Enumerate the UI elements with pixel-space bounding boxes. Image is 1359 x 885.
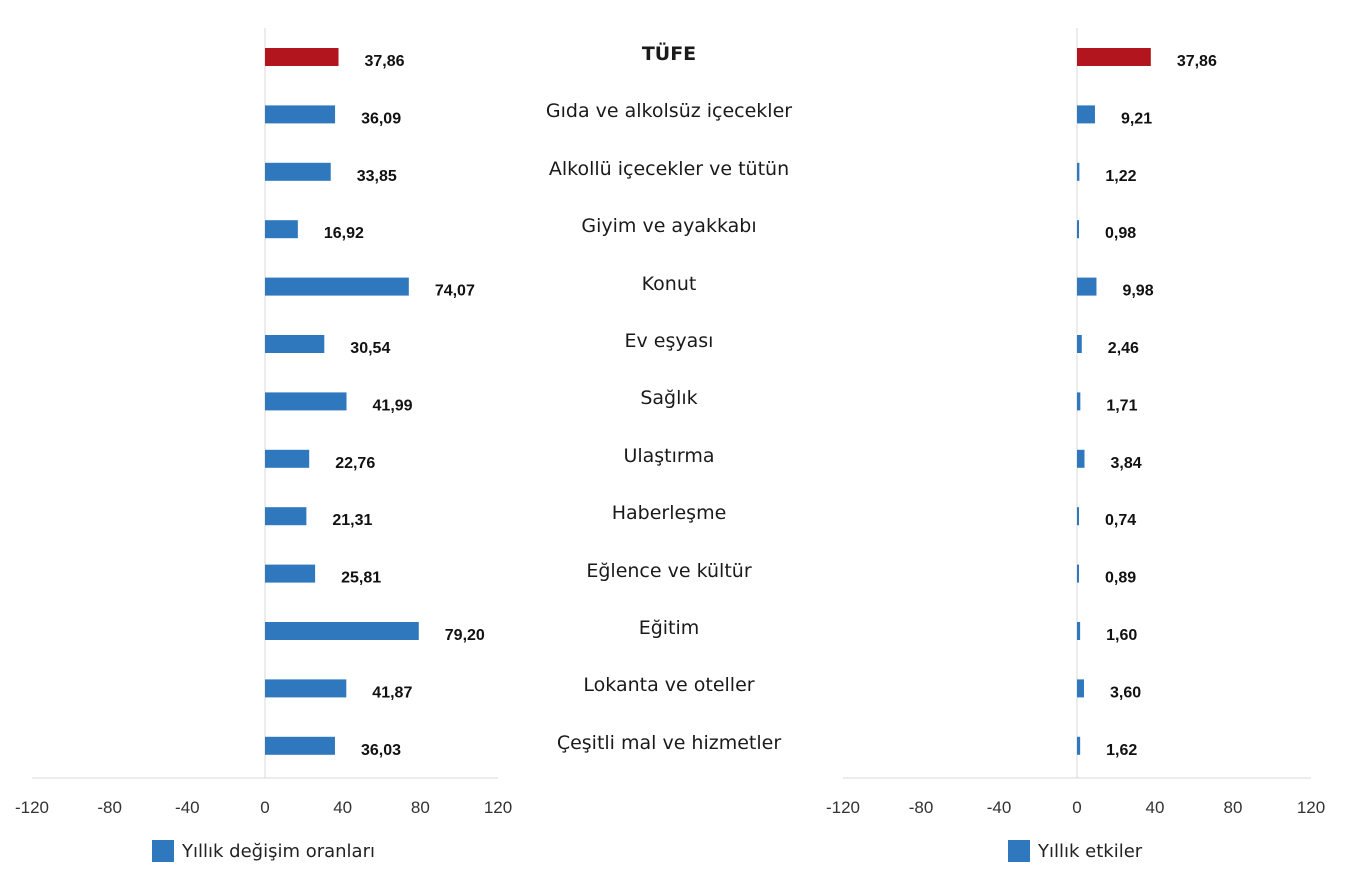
bar — [265, 449, 310, 468]
bar — [265, 392, 347, 411]
legend-right-swatch — [1008, 840, 1030, 862]
x-tick-label: 0 — [260, 798, 269, 817]
x-tick-label: 40 — [1146, 798, 1165, 817]
x-tick-label: 120 — [484, 798, 512, 817]
bar — [1077, 392, 1081, 411]
data-label: 3,84 — [1110, 455, 1141, 472]
data-label: 30,54 — [350, 340, 390, 357]
category-label: Çeşitli mal ve hizmetler — [556, 731, 782, 754]
bar — [1077, 449, 1085, 468]
bar — [265, 220, 298, 239]
bar — [1077, 736, 1081, 755]
data-label: 16,92 — [324, 225, 364, 242]
bar — [265, 277, 409, 296]
x-tick-label: -120 — [15, 798, 49, 817]
bar — [1077, 220, 1079, 239]
bar — [1077, 48, 1151, 66]
category-label: TÜFE — [641, 43, 697, 65]
data-label: 41,87 — [372, 684, 412, 701]
bar — [265, 162, 331, 181]
data-label: 0,98 — [1105, 225, 1136, 242]
data-label: 1,62 — [1106, 742, 1137, 759]
bar — [265, 564, 316, 583]
x-tick-label: 40 — [333, 798, 352, 817]
data-label: 3,60 — [1110, 684, 1141, 701]
bar — [1077, 622, 1081, 640]
data-label: 33,85 — [357, 168, 397, 185]
category-label: Sağlık — [640, 387, 698, 410]
category-label: Konut — [641, 272, 697, 295]
bar — [265, 105, 336, 124]
category-label: Ev eşyası — [624, 330, 714, 352]
data-label: 0,89 — [1105, 570, 1136, 587]
bar — [1077, 105, 1095, 124]
data-label: 36,09 — [361, 110, 401, 127]
bar — [1077, 162, 1080, 181]
category-label: Eğitim — [638, 617, 700, 639]
bar — [265, 507, 307, 526]
data-label: 37,86 — [365, 53, 405, 70]
data-label: 0,74 — [1105, 512, 1136, 529]
x-tick-label: -120 — [826, 798, 860, 817]
data-label: 21,31 — [332, 512, 372, 529]
data-label: 22,76 — [335, 455, 375, 472]
data-label: 37,86 — [1177, 53, 1217, 70]
bar — [1077, 507, 1079, 526]
data-label: 1,60 — [1106, 627, 1137, 644]
category-label: Ulaştırma — [623, 444, 715, 467]
bar — [1077, 679, 1085, 698]
legend-right: Yıllık etkiler — [1008, 840, 1142, 862]
category-label: Giyim ve ayakkabı — [581, 215, 757, 238]
data-label: 36,03 — [361, 742, 401, 759]
x-tick-label: 120 — [1297, 798, 1325, 817]
x-tick-label: 0 — [1072, 798, 1081, 817]
data-label: 74,07 — [435, 283, 475, 300]
data-label: 9,21 — [1121, 110, 1152, 127]
data-label: 41,99 — [373, 397, 413, 414]
x-tick-label: -40 — [175, 798, 200, 817]
category-label: Gıda ve alkolsüz içecekler — [545, 100, 793, 123]
x-tick-label: -80 — [97, 798, 122, 817]
bar — [265, 335, 325, 353]
bar — [265, 48, 339, 66]
x-tick-label: -40 — [987, 798, 1012, 817]
legend-right-label: Yıllık etkiler — [1038, 840, 1143, 862]
legend-left-swatch — [152, 840, 174, 862]
bar — [265, 679, 347, 698]
data-label: 79,20 — [445, 627, 485, 644]
category-label: Haberleşme — [611, 502, 727, 525]
x-tick-label: 80 — [1224, 798, 1243, 817]
legend-left: Yıllık değişim oranları — [152, 840, 375, 862]
category-label: Lokanta ve oteller — [583, 674, 755, 697]
bar — [1077, 335, 1082, 353]
data-label: 9,98 — [1122, 283, 1153, 300]
x-tick-label: 80 — [411, 798, 430, 817]
bar — [1077, 564, 1079, 583]
category-label: Alkollü içecekler ve tütün — [548, 157, 790, 180]
category-label: Eğlence ve kültür — [586, 559, 752, 582]
legend-left-label: Yıllık değişim oranları — [182, 840, 375, 862]
bar — [265, 622, 419, 640]
bar — [265, 736, 335, 755]
bar — [1077, 277, 1097, 296]
data-label: 1,71 — [1106, 397, 1137, 414]
data-label: 25,81 — [341, 570, 381, 587]
x-tick-label: -80 — [909, 798, 934, 817]
data-label: 2,46 — [1108, 340, 1139, 357]
data-label: 1,22 — [1105, 168, 1136, 185]
